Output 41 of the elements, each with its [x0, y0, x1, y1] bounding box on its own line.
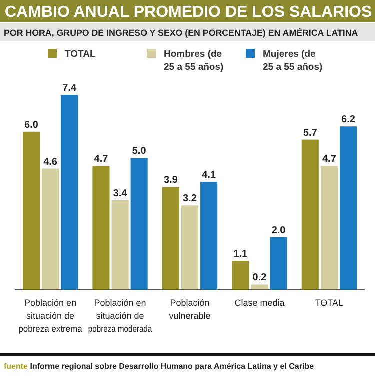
bar — [302, 140, 319, 290]
x-tick-label: Clase media — [234, 298, 285, 308]
x-tick-label: Población en situación de pobreza moderada — [88, 298, 164, 334]
bar — [200, 182, 218, 290]
bar — [42, 168, 60, 290]
bar — [162, 187, 180, 290]
data-label: 4.1 — [202, 170, 216, 181]
bar — [251, 284, 268, 290]
chart-title: CAMBIO ANUAL PROMEDIO DE LOS SALARIOS — [5, 4, 372, 21]
bar — [112, 200, 129, 290]
data-label: 7.4 — [62, 83, 77, 94]
data-label: 1.1 — [234, 249, 248, 260]
bar — [320, 166, 338, 290]
bar — [22, 132, 40, 290]
data-label: 3.4 — [113, 188, 128, 200]
data-label: 4.7 — [322, 154, 337, 166]
data-label: 0.2 — [252, 272, 268, 284]
bar — [130, 158, 148, 290]
data-label: 5.0 — [132, 146, 147, 158]
legend-label: Mujeres (de 25 a 55 años) — [263, 49, 323, 73]
bar — [340, 126, 358, 290]
x-tick-label: TOTAL — [315, 298, 344, 308]
data-label: 3.2 — [183, 194, 198, 205]
bar — [92, 166, 110, 290]
legend-label: Hombres (de 25 a 55 años) — [164, 49, 224, 73]
bar — [61, 95, 78, 290]
x-tick-label: Población vulnerable — [169, 298, 211, 321]
source-note: fuente Informe regional sobre Desarrollo Humano para América Latina y el Caribe — [4, 362, 315, 371]
bar — [270, 237, 288, 290]
bar — [232, 261, 250, 290]
data-label: 6.2 — [342, 114, 356, 126]
data-label: 4.7 — [94, 154, 109, 166]
bar — [181, 206, 199, 290]
legend-label: TOTAL — [65, 49, 96, 60]
data-label: 5.7 — [303, 128, 318, 139]
data-label: 2.0 — [272, 225, 286, 236]
data-label: 4.6 — [44, 156, 58, 168]
chart-subtitle: POR HORA, GRUPO DE INGRESO Y SEXO (EN PORCENTAJE) EN AMÉRICA LATINA — [4, 28, 359, 38]
data-label: 6.0 — [24, 120, 39, 131]
data-label: 3.9 — [164, 175, 178, 186]
x-tick-label: Población en situación de pobreza extrema — [18, 298, 86, 334]
